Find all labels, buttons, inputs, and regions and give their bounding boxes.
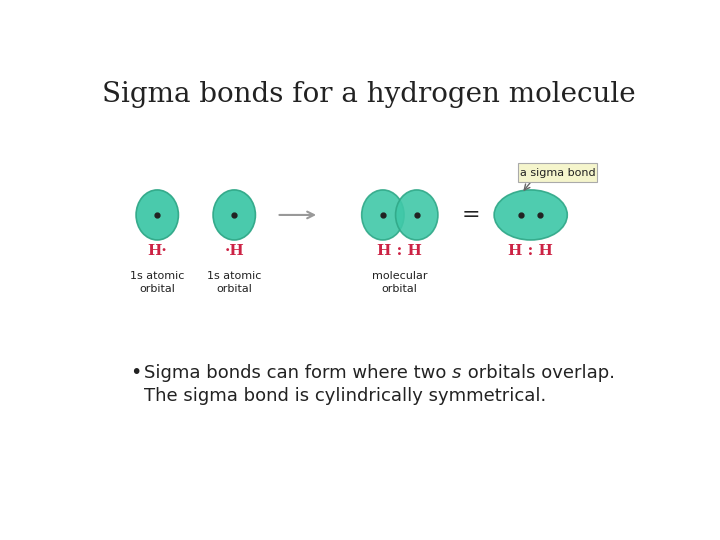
Text: H : H: H : H: [508, 244, 553, 258]
Ellipse shape: [494, 190, 567, 240]
Ellipse shape: [136, 190, 179, 240]
Text: H : H: H : H: [377, 244, 422, 258]
Ellipse shape: [395, 190, 438, 240]
Text: 1s atomic
orbital: 1s atomic orbital: [130, 271, 184, 294]
Text: H·: H·: [148, 244, 167, 258]
Text: •: •: [130, 363, 142, 382]
Text: Sigma bonds can form where two: Sigma bonds can form where two: [144, 364, 452, 382]
Text: orbitals overlap.: orbitals overlap.: [462, 364, 615, 382]
Text: ·H: ·H: [225, 244, 244, 258]
Text: 1s atomic
orbital: 1s atomic orbital: [207, 271, 261, 294]
Text: s: s: [452, 364, 462, 382]
Text: The sigma bond is cylindrically symmetrical.: The sigma bond is cylindrically symmetri…: [144, 387, 546, 405]
Text: =: =: [462, 205, 480, 225]
Text: molecular
orbital: molecular orbital: [372, 271, 428, 294]
FancyBboxPatch shape: [518, 163, 598, 182]
Ellipse shape: [361, 190, 404, 240]
Text: Sigma bonds for a hydrogen molecule: Sigma bonds for a hydrogen molecule: [102, 80, 636, 107]
Ellipse shape: [213, 190, 256, 240]
Text: a sigma bond: a sigma bond: [520, 167, 595, 178]
